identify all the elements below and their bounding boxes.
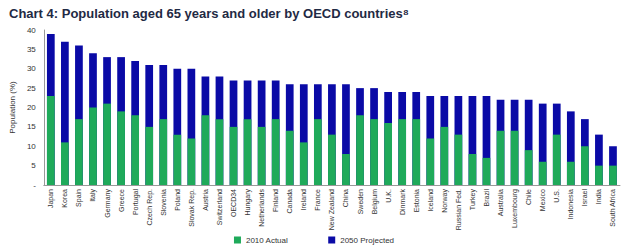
svg-text:2050 Projected: 2050 Projected: [340, 236, 394, 245]
svg-text:Brazil: Brazil: [483, 189, 490, 207]
svg-text:South Africa: South Africa: [609, 189, 616, 227]
svg-text:Portugal: Portugal: [132, 189, 140, 216]
svg-text:Canada: Canada: [286, 189, 293, 214]
svg-text:Slovenia: Slovenia: [160, 189, 167, 216]
svg-text:U.K.: U.K.: [385, 189, 392, 203]
svg-text:OECD34: OECD34: [230, 189, 237, 217]
svg-text:Luxembourg: Luxembourg: [511, 189, 519, 228]
svg-text:Netherlands: Netherlands: [258, 189, 265, 227]
svg-text:Korea: Korea: [61, 189, 68, 208]
svg-text:U.S.: U.S.: [553, 189, 560, 203]
svg-text:Israel: Israel: [581, 189, 588, 207]
svg-text:Czech Rep.: Czech Rep.: [146, 189, 154, 226]
svg-text:Australia: Australia: [497, 189, 504, 216]
svg-text:Switzerland: Switzerland: [216, 189, 223, 225]
svg-text:Iceland: Iceland: [427, 189, 434, 212]
svg-text:Population (%): Population (%): [8, 81, 17, 134]
svg-text:Mexico: Mexico: [539, 189, 546, 211]
svg-text:20: 20: [27, 103, 36, 112]
svg-text:25: 25: [27, 84, 36, 93]
svg-text:China: China: [342, 189, 349, 207]
svg-text:Estonia: Estonia: [413, 189, 420, 212]
svg-text:New Zealand: New Zealand: [328, 189, 335, 230]
svg-text:France: France: [314, 189, 321, 211]
svg-text:Indonesia: Indonesia: [567, 189, 574, 219]
svg-text:Sweden: Sweden: [357, 189, 364, 214]
svg-text:Dinmark: Dinmark: [399, 189, 406, 216]
svg-text:Russian Fed.: Russian Fed.: [455, 189, 462, 230]
svg-text:15: 15: [27, 122, 36, 131]
svg-text:10: 10: [27, 142, 36, 151]
svg-text:5: 5: [31, 161, 36, 170]
svg-text:Austria: Austria: [202, 189, 209, 211]
svg-text:Chile: Chile: [525, 189, 532, 205]
svg-text:Belgium: Belgium: [371, 189, 379, 214]
svg-text:2010 Actual: 2010 Actual: [246, 236, 288, 245]
svg-text:Ireland: Ireland: [300, 189, 307, 211]
svg-text:Germany: Germany: [104, 189, 112, 218]
svg-text:35: 35: [27, 45, 36, 54]
svg-text:40: 40: [27, 26, 36, 35]
svg-text:-: -: [33, 181, 36, 190]
svg-text:Italy: Italy: [89, 189, 97, 202]
svg-text:Finland: Finland: [272, 189, 279, 212]
svg-text:Slovak Rep.: Slovak Rep.: [188, 189, 196, 227]
svg-text:Japan: Japan: [47, 189, 55, 208]
svg-text:Hungary: Hungary: [244, 189, 252, 216]
svg-text:Spain: Spain: [75, 189, 83, 207]
svg-text:Turkey: Turkey: [469, 189, 477, 211]
svg-text:Norway: Norway: [441, 189, 449, 213]
svg-text:30: 30: [27, 64, 36, 73]
svg-text:Poland: Poland: [174, 189, 181, 211]
svg-text:India: India: [595, 189, 602, 204]
svg-text:Chart 4: Population aged 65 ye: Chart 4: Population aged 65 years and ol…: [9, 6, 409, 21]
svg-text:Greece: Greece: [118, 189, 125, 212]
